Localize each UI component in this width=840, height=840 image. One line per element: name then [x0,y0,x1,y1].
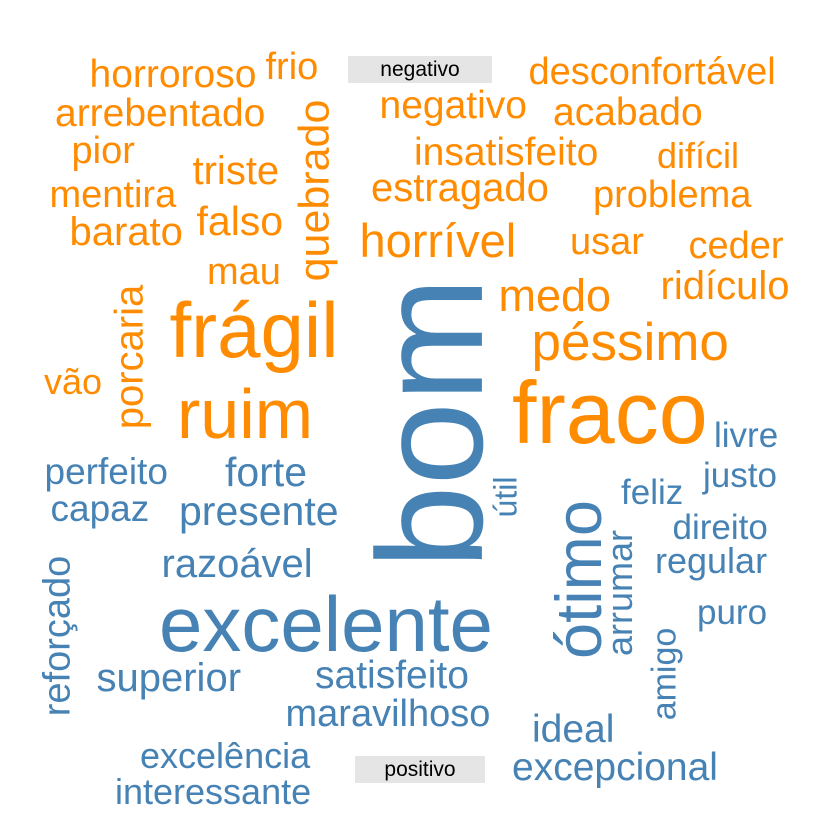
word-satisfeito: satisfeito [315,653,469,697]
word-arrumar: arrumar [599,529,641,657]
positive-group-label: positivo [355,756,485,783]
word-presente: presente [179,487,339,534]
word-regular: regular [655,540,768,581]
word-horrivel: horrível [359,213,517,267]
word-problema: problema [593,174,752,216]
word-quebrado: quebrado [290,99,339,281]
word-negativo: negativo [379,83,527,127]
word-capaz: capaz [50,487,150,529]
word-pior: pior [71,130,135,172]
word-direito: direito [672,507,768,547]
word-bom: bom [345,277,514,569]
word-util: útil [486,476,523,518]
word-desconfortavel: desconfortável [528,51,776,93]
word-mau: mau [207,251,281,293]
word-falso: falso [196,197,284,244]
word-usar: usar [570,221,644,263]
word-puro: puro [697,592,768,632]
word-medo: medo [498,269,612,321]
word-ceder: ceder [688,225,784,267]
word-amigo: amigo [644,627,683,721]
word-horroroso: horroroso [89,52,257,96]
word-triste: triste [192,149,280,193]
word-perfeito: perfeito [44,450,168,492]
word-reforcado: reforçado [35,555,78,717]
word-fragil: frágil [169,286,339,374]
word-frio: frio [265,46,319,88]
word-justo: justo [703,455,777,495]
negative-group-label: negativo [348,56,492,83]
word-excelente: excelente [159,580,493,668]
word-forte: forte [225,448,308,495]
word-interessante: interessante [115,771,312,812]
word-feliz: feliz [621,472,684,512]
word-superior: superior [96,656,242,700]
word-excepcional: excepcional [512,745,718,789]
word-fraco: fraco [512,363,708,462]
word-ruim: ruim [177,375,314,453]
word-ideal: ideal [532,707,615,751]
word-excelencia: excelência [140,735,311,776]
word-livre: livre [714,415,779,455]
word-acabado: acabado [553,90,703,134]
word-razoavel: razoável [161,542,313,586]
word-maravilhoso: maravilhoso [285,693,491,735]
word-pessimo: péssimo [531,312,729,372]
word-vao: vão [44,361,103,402]
word-mentira: mentira [49,174,177,216]
word-insatisfeito: insatisfeito [414,130,599,174]
word-porcaria: porcaria [106,284,151,430]
word-barato: barato [69,210,183,254]
word-dificil: difícil [657,135,740,176]
word-estragado: estragado [371,166,549,210]
word-arrebentado: arrebentado [55,91,266,135]
word-ridiculo: ridículo [660,264,790,308]
